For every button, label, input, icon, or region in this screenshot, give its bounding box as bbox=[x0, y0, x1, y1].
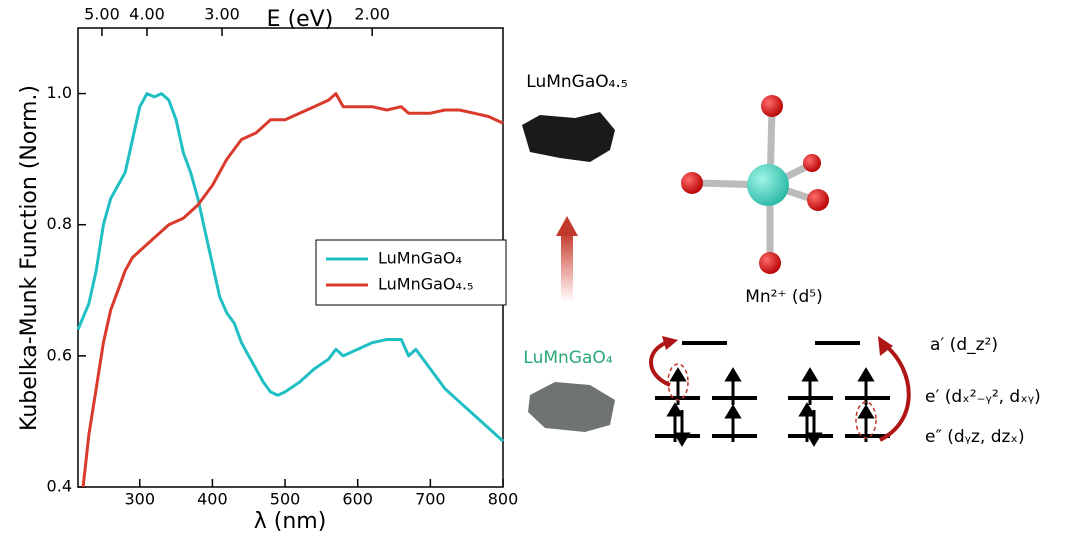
y-tick-label: 0.8 bbox=[47, 214, 72, 233]
transition-arrow bbox=[649, 340, 671, 387]
x-tick-label: 700 bbox=[415, 490, 446, 509]
transition-arrow bbox=[879, 343, 911, 442]
manganese bbox=[747, 164, 789, 206]
level-label: e′ (dₓ²₋ᵧ², dₓᵧ) bbox=[925, 387, 1041, 407]
arrow-head bbox=[556, 216, 578, 236]
legend-label: LuMnGaO₄.₅ bbox=[378, 275, 473, 294]
x-tick-label: 400 bbox=[197, 490, 228, 509]
data-line bbox=[76, 92, 505, 443]
data-line bbox=[81, 92, 504, 488]
level-label: e″ (dᵧz, dzₓ) bbox=[925, 427, 1025, 447]
x-axis-label: λ (nm) bbox=[254, 509, 327, 534]
ion-label: Mn²⁺ (d⁵) bbox=[745, 287, 823, 307]
oxygen bbox=[681, 172, 703, 194]
x2-tick-label: 4.00 bbox=[129, 5, 165, 24]
chart: 300 400 500 600 700 800 0.4 0.6 0.8 1.0 5.00 4.00 3.… bbox=[47, 5, 519, 509]
black-powder bbox=[522, 112, 615, 162]
legend-label: LuMnGaO₄ bbox=[378, 249, 462, 268]
spin-arrows bbox=[666, 367, 875, 447]
transition-arrow-head bbox=[662, 336, 678, 350]
oxygen bbox=[803, 154, 821, 172]
oxygen bbox=[807, 189, 829, 211]
arrow-shaft bbox=[561, 232, 573, 302]
x2-axis-label: E (eV) bbox=[267, 7, 334, 32]
oxygen bbox=[761, 95, 783, 117]
oxygen bbox=[759, 252, 781, 274]
level-label: a′ (d_z²) bbox=[930, 335, 998, 355]
highlight bbox=[855, 401, 877, 439]
reduced-label: LuMnGaO₄ bbox=[523, 348, 612, 368]
diagram: LuMnGaO₄.₅ LuMnGaO₄ Mn²⁺ (d⁵) bbox=[522, 72, 1041, 447]
y-tick-label: 0.4 bbox=[47, 477, 72, 496]
x-tick-label: 600 bbox=[342, 490, 373, 509]
x-tick-label: 300 bbox=[124, 490, 155, 509]
x-tick-label: 500 bbox=[270, 490, 301, 509]
oxidized-label: LuMnGaO₄.₅ bbox=[526, 72, 627, 92]
x-tick-label: 800 bbox=[488, 490, 519, 509]
x2-tick-label: 5.00 bbox=[84, 5, 120, 24]
transition-arrow-head bbox=[878, 336, 893, 356]
x2-tick-label: 2.00 bbox=[354, 5, 390, 24]
y-tick-label: 1.0 bbox=[47, 83, 72, 102]
legend-box bbox=[315, 239, 507, 306]
y-axis-label: Kubelka-Munk Function (Norm.) bbox=[17, 85, 42, 431]
energy-levels bbox=[655, 341, 890, 438]
x2-tick-label: 3.00 bbox=[204, 5, 240, 24]
grey-powder bbox=[528, 382, 615, 432]
y-tick-label: 0.6 bbox=[47, 345, 72, 364]
